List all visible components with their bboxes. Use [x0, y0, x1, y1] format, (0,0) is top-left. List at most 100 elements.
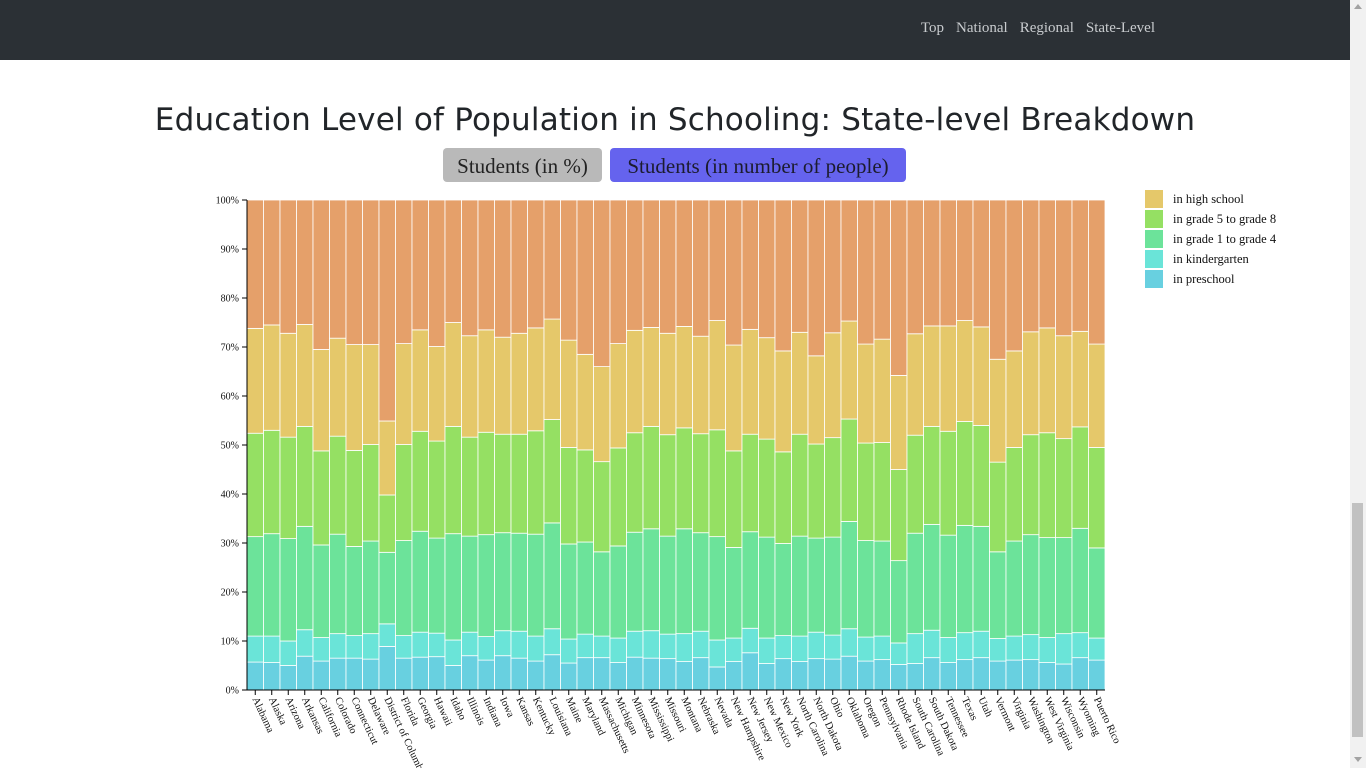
bar-segment-in-high-school: [791, 331, 809, 435]
bar-segment-in-high-school: [758, 337, 776, 440]
bar-segment-in-preschool: [1038, 662, 1056, 691]
nav-link-top[interactable]: Top: [920, 20, 945, 36]
y-tick-label: 10%: [221, 637, 239, 648]
bar-segment-rest: [329, 199, 347, 339]
bar-segment-in-grade-5-to-grade-8: [626, 432, 644, 533]
bar-segment-rest: [791, 199, 809, 333]
bar-segment-in-kindergarten: [840, 628, 858, 657]
bar-segment-in-high-school: [626, 329, 644, 434]
bar-segment-in-grade-5-to-grade-8: [378, 494, 396, 553]
bar-segment-in-high-school: [1055, 335, 1073, 440]
bar-segment-in-preschool: [807, 658, 825, 691]
bar-segment-rest: [873, 199, 891, 340]
bar-segment-in-grade-1-to-grade-4: [923, 523, 941, 631]
bar-segment-in-kindergarten: [824, 634, 842, 660]
bar-segment-in-grade-5-to-grade-8: [461, 436, 479, 537]
bar-segment-in-preschool: [741, 652, 759, 691]
bar-segment-in-grade-5-to-grade-8: [659, 434, 677, 537]
bar-segment-in-high-school: [725, 344, 743, 452]
bar-segment-in-grade-1-to-grade-4: [1005, 540, 1023, 637]
bar-segment-in-kindergarten: [939, 637, 957, 663]
bar-segment-rest: [956, 199, 974, 321]
bar-segment-rest: [461, 199, 479, 337]
bar-segment-rest: [708, 199, 726, 321]
bar-segment-in-grade-1-to-grade-4: [510, 532, 528, 632]
bar-segment-in-grade-1-to-grade-4: [263, 533, 281, 637]
bar-segment-in-kindergarten: [692, 630, 710, 659]
bar-segment-rest: [411, 199, 429, 331]
bar-segment-in-grade-1-to-grade-4: [345, 546, 363, 637]
bar-segment-in-grade-5-to-grade-8: [609, 447, 627, 547]
bar-segment-in-grade-5-to-grade-8: [989, 461, 1007, 553]
bar-segment-rest: [510, 199, 528, 334]
nav-link-regional[interactable]: Regional: [1019, 20, 1074, 36]
y-tick-label: 70%: [221, 343, 239, 354]
bar-segment-in-kindergarten: [296, 629, 314, 657]
bar-segment-in-preschool: [560, 662, 578, 691]
bar-segment-in-preschool: [576, 657, 594, 691]
legend-swatch: [1145, 250, 1163, 268]
nav-link-state-level[interactable]: State-Level: [1085, 20, 1155, 36]
bar-segment-in-preschool: [510, 657, 528, 691]
bar-segment-rest: [659, 199, 677, 334]
bar-segment-in-kindergarten: [725, 637, 743, 662]
scrollbar-thumb[interactable]: [1352, 503, 1363, 737]
bar-segment-in-kindergarten: [741, 627, 759, 654]
bar-segment-in-preschool: [791, 661, 809, 691]
bar-segment-rest: [279, 199, 297, 334]
scroll-up-arrow-icon[interactable]: [1354, 4, 1362, 9]
bar-segment-rest: [543, 199, 561, 320]
bar-segment-in-high-school: [807, 355, 825, 445]
bar-segment-in-kindergarten: [758, 637, 776, 664]
bar-segment-in-grade-1-to-grade-4: [312, 544, 330, 638]
bar-segment-in-preschool: [329, 657, 347, 691]
bar-segment-in-kindergarten: [972, 630, 990, 659]
bar-segment-in-kindergarten: [791, 635, 809, 662]
bar-segment-in-grade-1-to-grade-4: [576, 541, 594, 635]
bar-segment-in-grade-1-to-grade-4: [444, 533, 462, 641]
bar-segment-in-grade-5-to-grade-8: [675, 427, 693, 530]
bar-segment-in-grade-1-to-grade-4: [692, 532, 710, 632]
students-number-button[interactable]: Students (in number of people): [610, 148, 906, 182]
bar-segment-rest: [362, 199, 380, 345]
bar-segment-in-grade-1-to-grade-4: [675, 528, 693, 635]
bar-segment-rest: [1022, 199, 1040, 333]
bar-segment-in-grade-5-to-grade-8: [279, 436, 297, 539]
bar-segment-in-grade-1-to-grade-4: [494, 532, 512, 632]
bar-segment-in-kindergarten: [774, 635, 792, 660]
bar-segment-in-kindergarten: [362, 633, 380, 660]
bar-segment-in-grade-5-to-grade-8: [494, 433, 512, 534]
bar-segment-in-preschool: [461, 655, 479, 691]
bar-segment-rest: [906, 199, 924, 335]
bar-segment-in-high-school: [857, 343, 875, 444]
bar-segment-in-preschool: [296, 655, 314, 691]
students-percent-button[interactable]: Students (in %): [443, 148, 602, 182]
bar-segment-in-grade-1-to-grade-4: [989, 551, 1007, 639]
scroll-down-arrow-icon[interactable]: [1354, 757, 1362, 762]
bar-segment-in-grade-1-to-grade-4: [1022, 534, 1040, 636]
bar-segment-rest: [972, 199, 990, 328]
nav-link-national[interactable]: National: [956, 20, 1008, 36]
bar-segment-in-grade-5-to-grade-8: [444, 425, 462, 535]
bar-segment-in-high-school: [741, 328, 759, 435]
y-tick-label: 60%: [221, 392, 239, 403]
bar-segment-in-high-school: [527, 327, 545, 432]
bar-segment-in-grade-5-to-grade-8: [774, 451, 792, 544]
bar-segment-in-kindergarten: [708, 639, 726, 668]
bar-segment-in-kindergarten: [906, 633, 924, 664]
bar-segment-in-preschool: [659, 658, 677, 691]
legend-label: in preschool: [1173, 272, 1235, 286]
bar-segment-in-grade-1-to-grade-4: [362, 540, 380, 635]
top-navbar: Top National Regional State-Level: [0, 0, 1350, 60]
bar-segment-in-kindergarten: [411, 631, 429, 658]
bar-segment-in-kindergarten: [807, 631, 825, 660]
bar-segment-in-kindergarten: [1071, 632, 1089, 659]
bar-segment-in-kindergarten: [543, 628, 561, 656]
bar-segment-in-high-school: [939, 325, 957, 432]
bar-segment-in-grade-1-to-grade-4: [873, 540, 891, 637]
bar-segment-in-grade-1-to-grade-4: [1055, 537, 1073, 635]
bar-segment-in-grade-5-to-grade-8: [362, 444, 380, 542]
bar-segment-in-grade-1-to-grade-4: [659, 535, 677, 635]
bar-segment-in-grade-5-to-grade-8: [741, 433, 759, 533]
